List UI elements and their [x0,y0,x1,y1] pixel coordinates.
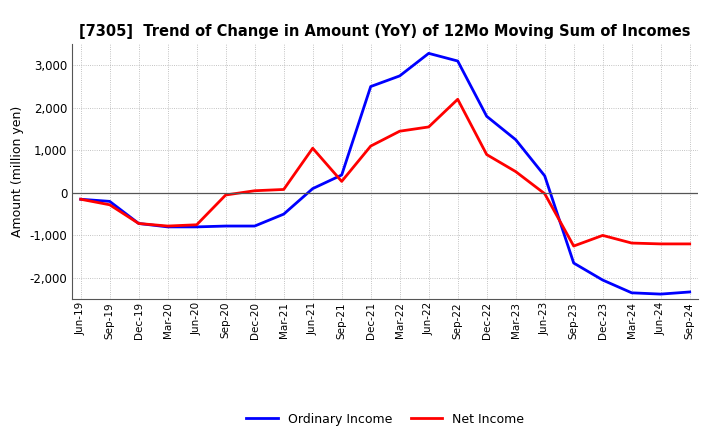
Net Income [192,222,201,227]
Net Income [570,243,578,249]
Net Income [76,197,85,202]
Net Income [163,224,172,229]
Ordinary Income [657,291,665,297]
Net Income [657,241,665,246]
Ordinary Income [482,114,491,119]
Ordinary Income [279,212,288,217]
Net Income [511,169,520,174]
Net Income [395,128,404,134]
Net Income [454,97,462,102]
Ordinary Income [541,173,549,179]
Line: Net Income: Net Income [81,99,690,246]
Net Income [221,192,230,198]
Ordinary Income [192,224,201,230]
Legend: Ordinary Income, Net Income: Ordinary Income, Net Income [246,413,524,425]
Net Income [598,233,607,238]
Title: [7305]  Trend of Change in Amount (YoY) of 12Mo Moving Sum of Incomes: [7305] Trend of Change in Amount (YoY) o… [79,24,691,39]
Net Income [105,202,114,207]
Ordinary Income [366,84,375,89]
Ordinary Income [308,186,317,191]
Ordinary Income [598,278,607,283]
Net Income [541,191,549,196]
Line: Ordinary Income: Ordinary Income [81,53,690,294]
Ordinary Income [251,224,259,229]
Ordinary Income [163,224,172,230]
Net Income [338,179,346,184]
Net Income [627,240,636,246]
Ordinary Income [395,73,404,78]
Net Income [366,143,375,149]
Ordinary Income [424,51,433,56]
Ordinary Income [570,260,578,266]
Ordinary Income [135,221,143,226]
Ordinary Income [454,59,462,64]
Y-axis label: Amount (million yen): Amount (million yen) [11,106,24,237]
Ordinary Income [627,290,636,296]
Ordinary Income [511,137,520,143]
Ordinary Income [76,197,85,202]
Ordinary Income [685,290,694,295]
Net Income [482,152,491,157]
Net Income [135,221,143,226]
Ordinary Income [105,199,114,204]
Net Income [685,241,694,246]
Ordinary Income [221,224,230,229]
Ordinary Income [338,172,346,178]
Net Income [308,146,317,151]
Net Income [279,187,288,192]
Net Income [251,188,259,194]
Net Income [424,124,433,129]
